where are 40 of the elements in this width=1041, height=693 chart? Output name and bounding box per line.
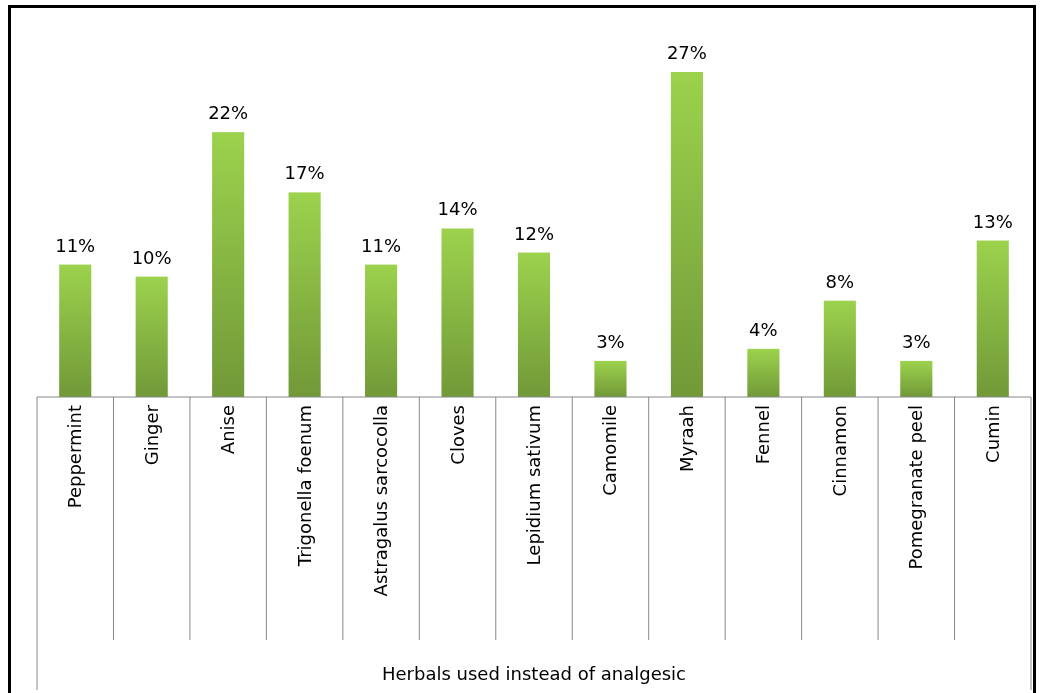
- bar: [670, 72, 703, 397]
- x-tick-label: Fennel: [752, 405, 774, 465]
- x-tick-label: Ginger: [140, 404, 162, 466]
- bar: [823, 300, 856, 397]
- data-label: 27%: [666, 42, 707, 63]
- bar: [212, 132, 245, 397]
- data-label: 14%: [437, 198, 478, 220]
- x-tick-label: Pomegranate peel: [905, 405, 927, 570]
- x-tick-label: Anise: [217, 405, 239, 455]
- bar: [900, 360, 933, 397]
- data-label: 22%: [208, 102, 249, 124]
- x-tick-label: Peppermint: [64, 405, 86, 509]
- bar: [517, 252, 551, 397]
- x-tick-label: Astragalus sarcocolla: [370, 405, 392, 597]
- bar: [365, 264, 398, 397]
- bar: [59, 264, 92, 397]
- bar: [976, 240, 1009, 397]
- x-tick-label: Myraah: [675, 405, 697, 473]
- x-axis-title: Herbals used instead of analgesic: [382, 663, 686, 684]
- data-label: 11%: [55, 234, 96, 256]
- bar: [747, 348, 780, 397]
- data-label: 8%: [825, 270, 855, 292]
- data-label: 3%: [596, 330, 625, 352]
- data-label: 4%: [749, 318, 778, 340]
- x-tick-label: Trigonella foenum: [293, 405, 315, 568]
- x-tick-label: Camomile: [599, 405, 621, 496]
- x-tick-label: Cinnamon: [828, 405, 850, 497]
- bar: [441, 228, 474, 397]
- x-tick-label: Lepidium sativum: [523, 405, 544, 566]
- data-label: 3%: [902, 330, 931, 352]
- bar: [135, 276, 168, 397]
- bar: [594, 360, 627, 397]
- x-tick-label: Cloves: [446, 405, 468, 465]
- data-label: 12%: [513, 222, 555, 244]
- x-tick-label: Cumin: [981, 405, 1003, 463]
- data-label: 17%: [284, 162, 325, 184]
- data-label: 13%: [972, 210, 1013, 232]
- data-label: 10%: [131, 246, 172, 268]
- data-label: 11%: [361, 234, 402, 256]
- bar: [288, 192, 321, 397]
